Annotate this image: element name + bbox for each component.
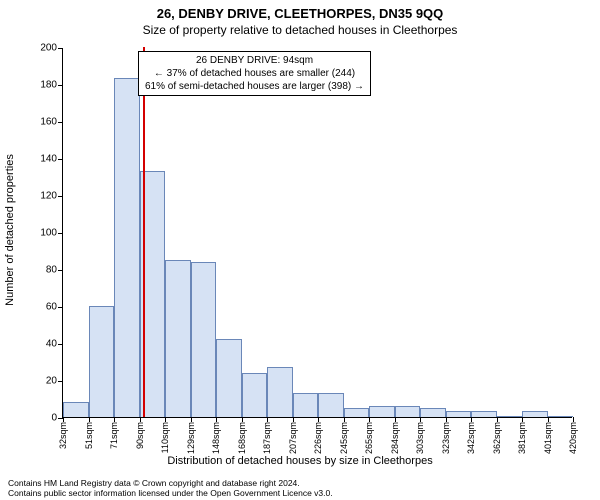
y-tick-label: 80 [46,265,57,276]
y-tick-label: 200 [40,43,57,54]
y-tick-mark [58,196,63,197]
y-tick-label: 40 [46,339,57,350]
histogram-bar [267,367,293,417]
histogram-bar [420,408,446,417]
annotation-line-1: 26 DENBY DRIVE: 94sqm [145,54,364,67]
x-tick-label: 90sqm [135,422,145,449]
footer-line-1: Contains HM Land Registry data © Crown c… [8,478,333,488]
histogram-bar [89,306,115,417]
annotation-box: 26 DENBY DRIVE: 94sqm← 37% of detached h… [138,51,371,96]
y-tick-mark [58,48,63,49]
histogram-bar [242,373,268,417]
histogram-bar [548,416,574,417]
y-tick-mark [58,233,63,234]
x-tick-label: 32sqm [58,422,68,449]
x-tick-label: 226sqm [313,422,323,454]
y-tick-label: 160 [40,117,57,128]
y-tick-label: 100 [40,228,57,239]
x-tick-label: 323sqm [441,422,451,454]
histogram-bar [522,411,548,417]
x-tick-label: 401sqm [543,422,553,454]
x-tick-label: 362sqm [492,422,502,454]
y-tick-mark [58,122,63,123]
histogram-bar [191,262,217,417]
x-tick-label: 168sqm [237,422,247,454]
annotation-line-2: ← 37% of detached houses are smaller (24… [145,67,364,80]
x-axis-label: Distribution of detached houses by size … [0,455,600,467]
histogram-bar [395,406,421,417]
y-tick-mark [58,381,63,382]
y-tick-mark [58,307,63,308]
y-tick-label: 20 [46,376,57,387]
y-tick-label: 0 [51,413,57,424]
histogram-bar [344,408,370,417]
chart-title: 26, DENBY DRIVE, CLEETHORPES, DN35 9QQ [0,0,600,21]
x-tick-label: 129sqm [186,422,196,454]
x-tick-label: 148sqm [211,422,221,454]
marker-line [143,47,145,417]
chart-container: 26, DENBY DRIVE, CLEETHORPES, DN35 9QQ S… [0,0,600,500]
histogram-bar [318,393,344,417]
plot-area: 02040608010012014016018020032sqm51sqm71s… [62,48,572,418]
x-tick-label: 381sqm [517,422,527,454]
x-tick-label: 187sqm [262,422,272,454]
y-tick-label: 140 [40,154,57,165]
y-axis-label: Number of detached properties [4,154,16,306]
x-tick-label: 245sqm [339,422,349,454]
histogram-bar [369,406,395,417]
y-tick-mark [58,344,63,345]
histogram-bar [497,416,523,417]
y-tick-label: 60 [46,302,57,313]
histogram-bar [63,402,89,417]
x-tick-label: 110sqm [160,422,170,453]
x-tick-label: 420sqm [568,422,578,454]
footer-line-2: Contains public sector information licen… [8,488,333,498]
y-tick-mark [58,85,63,86]
x-tick-label: 71sqm [109,422,119,449]
histogram-bar [471,411,497,417]
x-tick-label: 207sqm [288,422,298,454]
histogram-bar [446,411,472,417]
y-tick-mark [58,270,63,271]
chart-subtitle: Size of property relative to detached ho… [0,21,600,41]
histogram-bar [114,78,140,417]
x-tick-label: 284sqm [390,422,400,454]
footer-text: Contains HM Land Registry data © Crown c… [8,478,333,498]
annotation-line-3: 61% of semi-detached houses are larger (… [145,80,364,93]
y-tick-label: 120 [40,191,57,202]
x-tick-label: 265sqm [364,422,374,454]
histogram-bar [216,339,242,417]
x-tick-label: 51sqm [84,422,94,449]
x-tick-label: 342sqm [466,422,476,454]
y-tick-label: 180 [40,80,57,91]
histogram-bar [293,393,319,417]
histogram-bar [165,260,191,417]
y-tick-mark [58,159,63,160]
x-tick-label: 303sqm [415,422,425,454]
